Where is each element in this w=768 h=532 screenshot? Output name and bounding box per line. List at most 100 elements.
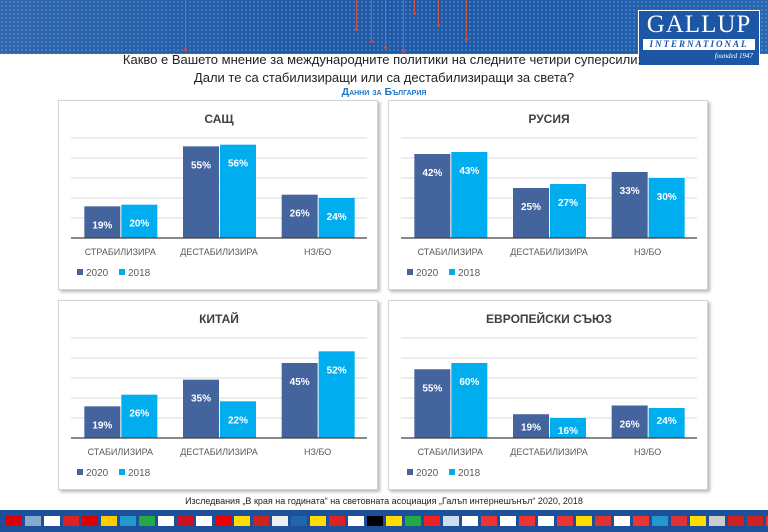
flag-icon: [443, 516, 459, 526]
data-label: 26%: [129, 409, 149, 420]
data-label: 45%: [290, 377, 310, 388]
flag-icon: [386, 516, 402, 526]
bar-2018: [550, 418, 586, 438]
bar-2018: [121, 204, 158, 238]
logo-text: GALLUP: [646, 11, 752, 38]
flag-icon: [215, 516, 231, 526]
bar-2018: [648, 408, 685, 438]
data-label: 33%: [620, 186, 640, 197]
flag-icon: [690, 516, 706, 526]
category-label: ДЕСТАБИЛИЗИРА: [180, 447, 258, 457]
flag-icon: [747, 516, 763, 526]
logo-subtext: INTERNATIONAL: [643, 39, 755, 50]
data-label: 60%: [459, 377, 479, 388]
flag-icon: [633, 516, 649, 526]
data-label: 52%: [327, 365, 347, 376]
flag-icon: [766, 516, 768, 526]
legend-swatch: [407, 269, 413, 275]
data-label: 35%: [191, 394, 211, 405]
flag-icon: [462, 516, 478, 526]
flag-icon: [652, 516, 668, 526]
bar-2018: [318, 198, 355, 238]
legend-label: 2018: [128, 468, 151, 479]
category-label: НЗ/БО: [634, 447, 661, 457]
question-line-1: Какво е Вашето мнение за международните …: [122, 52, 642, 67]
data-label: 24%: [657, 416, 677, 427]
bar-chart: ЕВРОПЕЙСКИ СЪЮЗ 55% 60% СТАБИЛИЗИРА 19% 16% ДЕ…: [401, 311, 697, 479]
question-line-2: Дали те са стабилизиращи или са дестабил…: [193, 70, 575, 85]
flag-icon: [272, 516, 288, 526]
data-label: 16%: [558, 426, 578, 437]
flag-icon: [671, 516, 687, 526]
flag-icon: [709, 516, 725, 526]
bar-2020: [611, 172, 648, 238]
bar-2018: [550, 184, 586, 238]
bar-2018: [220, 401, 256, 438]
category-label: ДЕСТАБИЛИЗИРА: [180, 247, 258, 257]
bar-2018: [451, 363, 488, 438]
flag-icon: [101, 516, 117, 526]
flag-icon: [25, 516, 41, 526]
bar-2018: [220, 144, 256, 238]
data-label: 27%: [558, 198, 578, 209]
flag-icon: [576, 516, 592, 526]
flag-icon: [595, 516, 611, 526]
flag-icon: [253, 516, 269, 526]
flag-icon: [728, 516, 744, 526]
legend-label: 2020: [86, 268, 109, 279]
data-label: 19%: [521, 422, 541, 433]
chart-panel-eu: ЕВРОПЕЙСКИ СЪЮЗ 55% 60% СТАБИЛИЗИРА 19% 16% ДЕ…: [388, 300, 708, 490]
legend-swatch: [449, 269, 455, 275]
category-label: ДЕСТАБИЛИЗИРА: [510, 247, 588, 257]
flag-icon: [519, 516, 535, 526]
legend-label: 2020: [86, 468, 109, 479]
category-label: НЗ/БО: [304, 247, 331, 257]
legend-swatch: [407, 469, 413, 475]
chart-title: РУСИЯ: [528, 112, 569, 126]
legend-label: 2018: [458, 268, 481, 279]
flag-icon: [291, 516, 307, 526]
legend-label: 2020: [416, 468, 439, 479]
flag-icon: [424, 516, 440, 526]
flag-icon: [158, 516, 174, 526]
bar-2018: [121, 394, 158, 438]
chart-title: САЩ: [204, 112, 234, 126]
bar-2020: [414, 369, 451, 438]
bar-2018: [451, 152, 488, 238]
flag-icon: [538, 516, 554, 526]
data-label: 26%: [620, 420, 640, 431]
flag-icon: [348, 516, 364, 526]
flag-icon: [329, 516, 345, 526]
data-label: 22%: [228, 415, 248, 426]
flag-icon: [614, 516, 630, 526]
bar-chart: КИТАЙ 19% 26% СТАБИЛИЗИРА 35% 22% ДЕСТАБИЛИЗИР…: [71, 311, 367, 479]
bar-2018: [318, 351, 355, 438]
category-label: СТРАБИЛИЗИРА: [85, 247, 156, 257]
gallup-logo: GALLUP INTERNATIONAL founded 1947: [638, 10, 760, 66]
data-label: 55%: [191, 160, 211, 171]
legend-swatch: [77, 469, 83, 475]
category-label: СТАБИЛИЗИРА: [88, 447, 153, 457]
flag-icon: [500, 516, 516, 526]
data-label: 30%: [657, 192, 677, 203]
flag-icon: [405, 516, 421, 526]
bar-2020: [414, 154, 451, 238]
data-label: 25%: [521, 202, 541, 213]
flag-icon: [196, 516, 212, 526]
bar-2020: [183, 146, 219, 238]
legend-label: 2018: [458, 468, 481, 479]
legend-swatch: [77, 269, 83, 275]
bar-2020: [611, 405, 648, 438]
chart-panel-china: КИТАЙ 19% 26% СТАБИЛИЗИРА 35% 22% ДЕСТАБИЛИЗИР…: [58, 300, 378, 490]
data-label: 19%: [92, 420, 112, 431]
flag-icon: [234, 516, 250, 526]
legend-swatch: [119, 469, 125, 475]
legend-swatch: [119, 269, 125, 275]
data-label: 24%: [327, 212, 347, 223]
flag-icon: [44, 516, 60, 526]
bar-2020: [513, 414, 549, 438]
chart-title: ЕВРОПЕЙСКИ СЪЮЗ: [486, 311, 612, 326]
category-label: НЗ/БО: [304, 447, 331, 457]
chart-title: КИТАЙ: [199, 311, 239, 326]
logo-founded: founded 1947: [714, 52, 753, 60]
